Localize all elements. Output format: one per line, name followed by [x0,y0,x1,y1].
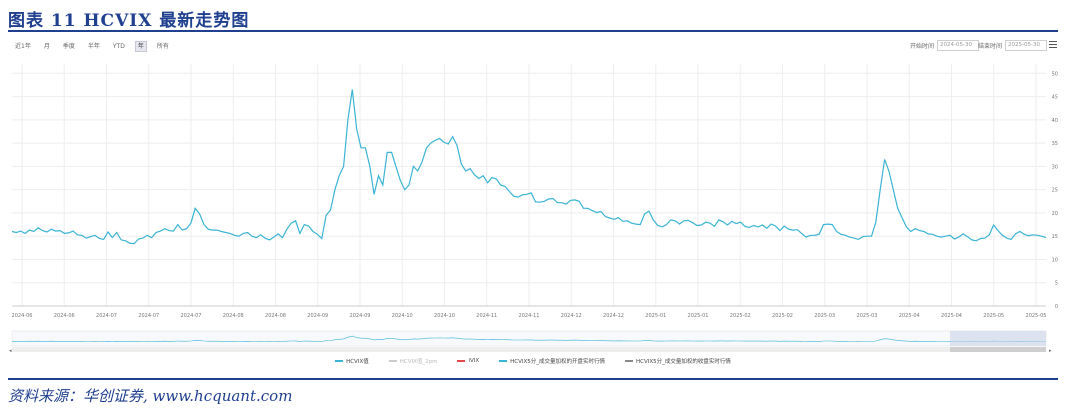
y-tick-label: 30 [1052,164,1058,170]
hcvix-chart: 0 5 10 15 20 25 30 35 40 45 50 2024-06 2024-06 2024-0… [9,64,1058,354]
x-tick-label: 2024-07 [181,313,202,319]
x-tick-label: 2025-04 [899,313,920,319]
navigator-selection [950,331,1046,346]
legend-swatch [625,360,634,362]
x-tick-label: 2025-03 [814,313,835,319]
y-tick-label: 45 [1052,95,1058,101]
start-date-label: 开始时间 [910,43,935,50]
x-tick-label: 2025-04 [941,313,962,319]
x-tick-label: 2024-06 [54,313,75,319]
end-date-control: 结束时间 2025-05-30 [978,40,1048,51]
y-tick-label: 50 [1052,71,1058,77]
x-tick-label: 2024-07 [138,313,159,319]
navigator-scroll-thumb [950,347,1046,352]
x-tick-label: 2025-02 [772,313,793,319]
range-button-6[interactable]: 所有 [156,42,169,50]
x-tick-label: 2024-11 [519,313,540,319]
y-tick-label: 35 [1052,141,1058,147]
legend-label: HCVIX值_2pm [399,359,438,365]
legend-swatch [388,360,397,362]
legend-swatch [499,360,508,362]
y-tick-label: 5 [1055,281,1058,287]
navigator-scrollbar [12,347,1046,352]
x-tick-label: 2025-05 [1026,313,1047,319]
range-toolbar: 近1年 月 季度 半年 YTD 年 所有 [12,40,172,52]
legend-swatch [335,360,344,362]
x-tick-label: 2025-01 [688,313,709,319]
x-tick-label: 2024-06 [12,313,33,319]
range-button-1[interactable]: 月 [43,42,50,50]
legend-label: HCVIX值 [346,359,369,365]
x-tick-label: 2025-01 [645,313,666,319]
range-button-0[interactable]: 近1年 [15,42,31,50]
scroll-left-arrow-icon: ◂ [9,348,12,354]
x-tick-label: 2024-12 [603,313,624,319]
bottom-rule [8,378,1058,380]
x-tick-label: 2024-10 [392,313,413,319]
legend-item-2[interactable]: iVIX [457,357,479,365]
x-tick-label: 2024-09 [307,313,328,319]
legend-label: HCVIX5分_成交量加权的收盘实时行情 [636,359,731,365]
source-note: 资料来源：华创证券, www.hcquant.com [8,387,293,405]
y-tick-label: 15 [1052,234,1058,240]
figure-title: 图表 11 HCVIX 最新走势图 [8,11,250,31]
x-tick-label: 2025-03 [857,313,878,319]
x-tick-label: 2024-10 [434,313,455,319]
legend-item-0[interactable]: HCVIX值 [335,357,369,365]
range-button-4[interactable]: YTD [112,42,125,50]
x-tick-label: 2025-02 [730,313,751,319]
y-tick-label: 20 [1052,211,1058,217]
y-tick-label: 40 [1052,118,1058,124]
x-tick-label: 2024-08 [265,313,286,319]
x-tick-label: 2025-05 [983,313,1004,319]
hamburger-menu-icon[interactable] [1049,41,1057,48]
x-tick-label: 2024-07 [96,313,117,319]
legend-label: iVIX [468,358,480,364]
end-date-input[interactable]: 2025-05-30 [1005,40,1048,51]
range-button-2[interactable]: 季度 [62,42,75,50]
x-tick-label: 2024-12 [561,313,582,319]
scroll-right-arrow-icon: ▸ [1049,348,1052,354]
x-tick-label: 2024-08 [223,313,244,319]
end-date-label: 结束时间 [978,43,1003,50]
navigator-background [11,330,1047,347]
start-date-control: 开始时间 2024-05-30 [910,40,980,51]
range-button-3[interactable]: 半年 [87,42,100,50]
y-tick-label: 10 [1052,257,1058,263]
y-tick-label: 0 [1055,304,1058,310]
chart-legend: HCVIX值 HCVIX值_2pm iVIX HCVIX5分_成交量加权的开盘实时行情… [0,357,1066,365]
legend-label: HCVIX5分_成交量加权的开盘实时行情 [510,359,606,365]
legend-swatch [457,360,466,362]
x-tick-label: 2024-09 [350,313,371,319]
legend-item-4[interactable]: HCVIX5分_成交量加权的收盘实时行情 [625,357,731,365]
legend-item-1[interactable]: HCVIX值_2pm [388,357,438,365]
figure-title-bar: 图表 11 HCVIX 最新走势图 [8,4,1058,32]
legend-item-3[interactable]: HCVIX5分_成交量加权的开盘实时行情 [499,357,605,365]
range-button-5[interactable]: 年 [134,40,147,52]
x-tick-label: 2024-11 [476,313,497,319]
series-line-hcvix [11,89,1047,245]
navigator-series-line [12,335,1046,342]
y-tick-label: 25 [1052,188,1058,194]
start-date-input[interactable]: 2024-05-30 [937,40,980,51]
